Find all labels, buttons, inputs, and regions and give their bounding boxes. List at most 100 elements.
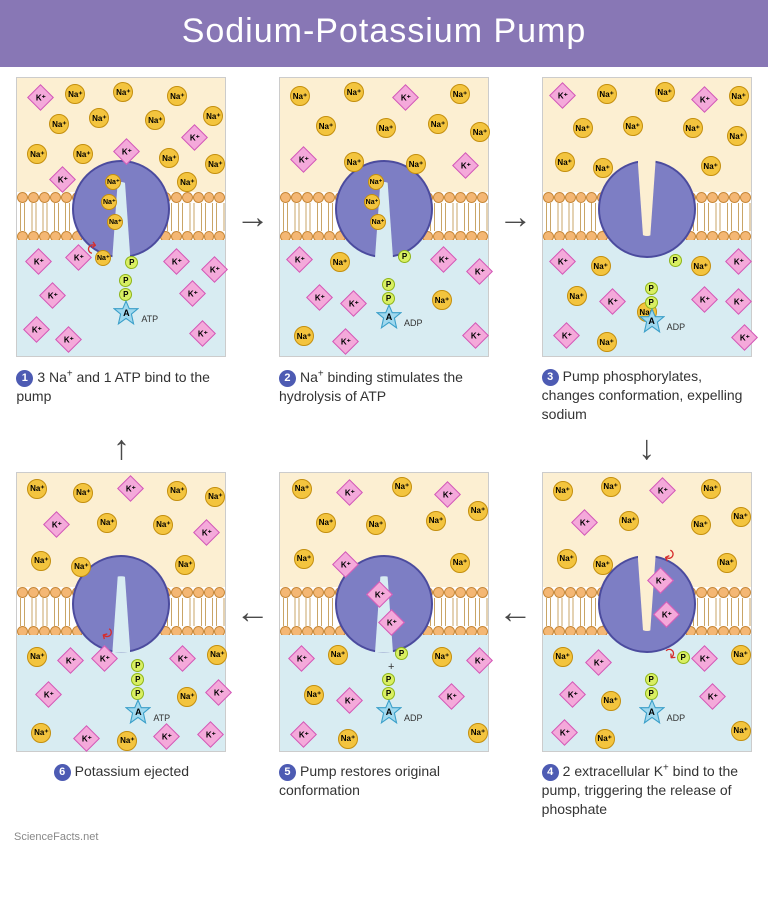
source-footer: ScienceFacts.net — [0, 827, 768, 851]
na-ion: Na⁺ — [717, 553, 737, 573]
na-ion: Na⁺ — [731, 507, 751, 527]
phosphate-icon: P — [382, 278, 395, 291]
na-ion: Na⁺ — [701, 156, 721, 176]
na-ion: Na⁺ — [207, 645, 227, 665]
arrow-icon: ↑ — [113, 431, 130, 465]
na-ion: Na⁺ — [27, 479, 47, 499]
phosphate-icon: P — [669, 254, 682, 267]
nucleotide-label: ADP — [404, 318, 423, 328]
na-ion: Na⁺ — [593, 555, 613, 575]
na-ion: Na⁺ — [328, 645, 348, 665]
phosphate-icon: P — [645, 282, 658, 295]
step-badge: 5 — [279, 764, 296, 781]
source-label: ScienceFacts.net — [14, 831, 98, 843]
arrow-icon: ← — [498, 595, 532, 629]
na-ion: Na⁺ — [428, 114, 448, 134]
phosphate-icon: P — [131, 659, 144, 672]
step-badge: 6 — [54, 764, 71, 781]
caption-text: 2 extracellular K+ bind to the pump, tri… — [542, 763, 738, 817]
phosphate-icon: P — [131, 673, 144, 686]
step-badge: 1 — [16, 370, 33, 387]
phosphate-icon: P — [645, 673, 658, 686]
step-5-panel: Na⁺K⁺Na⁺K⁺Na⁺Na⁺Na⁺Na⁺Na⁺K⁺Na⁺K⁺K⁺K⁺Na⁺N… — [279, 472, 489, 752]
step-5-caption: 5Pump restores original conformation — [279, 762, 489, 800]
step-2-column: Na⁺Na⁺K⁺Na⁺Na⁺Na⁺Na⁺Na⁺K⁺Na⁺Na⁺K⁺Na⁺Na⁺N… — [277, 77, 492, 405]
arrow-icon: ← — [236, 595, 270, 629]
diagram-grid: K⁺Na⁺Na⁺Na⁺Na⁺Na⁺Na⁺Na⁺K⁺Na⁺Na⁺K⁺Na⁺Na⁺K… — [0, 67, 768, 827]
na-ion: Na⁺ — [366, 515, 386, 535]
na-ion: Na⁺ — [167, 481, 187, 501]
step-badge: 2 — [279, 370, 296, 387]
na-ion: Na⁺ — [593, 158, 613, 178]
nucleotide-label: ATP — [153, 713, 170, 723]
caption-text: Pump restores original conformation — [279, 763, 440, 798]
step-3-panel: K⁺Na⁺Na⁺K⁺Na⁺Na⁺Na⁺Na⁺Na⁺Na⁺Na⁺Na⁺K⁺Na⁺N… — [542, 77, 752, 357]
flow-arrow: ↓ — [539, 428, 754, 468]
na-ion: Na⁺ — [31, 551, 51, 571]
step-4-panel: Na⁺Na⁺K⁺Na⁺K⁺Na⁺Na⁺Na⁺Na⁺Na⁺Na⁺K⁺K⁺Na⁺K⁺… — [542, 472, 752, 752]
nucleotide-label: ADP — [667, 713, 686, 723]
na-ion: Na⁺ — [406, 154, 426, 174]
na-ion: Na⁺ — [553, 647, 573, 667]
na-ion: Na⁺ — [294, 549, 314, 569]
na-ion: Na⁺ — [27, 647, 47, 667]
phosphate-icon: P — [382, 673, 395, 686]
na-ion: Na⁺ — [364, 194, 380, 210]
flow-arrow: ← — [233, 472, 273, 752]
step-4-column: Na⁺Na⁺K⁺Na⁺K⁺Na⁺Na⁺Na⁺Na⁺Na⁺Na⁺K⁺K⁺Na⁺K⁺… — [539, 472, 754, 819]
adenosine-icon: A — [376, 699, 402, 725]
na-ion: Na⁺ — [370, 214, 386, 230]
step-1-caption: 13 Na+ and 1 ATP bind to the pump — [16, 367, 226, 405]
step-6-column: Na⁺Na⁺K⁺Na⁺Na⁺K⁺Na⁺Na⁺K⁺Na⁺Na⁺Na⁺Na⁺K⁺K⁺… — [14, 472, 229, 781]
page-title: Sodium-Potassium Pump — [0, 12, 768, 51]
na-ion: Na⁺ — [376, 118, 396, 138]
na-ion: Na⁺ — [595, 729, 615, 749]
na-ion: Na⁺ — [330, 252, 350, 272]
adenosine-icon: A — [639, 308, 665, 334]
step-badge: 4 — [542, 764, 559, 781]
na-ion: Na⁺ — [597, 332, 617, 352]
caption-text: Potassium ejected — [75, 763, 189, 779]
phosphate-icon: P — [395, 647, 408, 660]
plus-label: + — [388, 661, 394, 673]
flow-arrow: ↑ — [14, 428, 229, 468]
na-ion: Na⁺ — [729, 86, 749, 106]
na-ion: Na⁺ — [623, 116, 643, 136]
na-ion: Na⁺ — [338, 729, 358, 749]
na-ion: Na⁺ — [294, 326, 314, 346]
step-1-column: K⁺Na⁺Na⁺Na⁺Na⁺Na⁺Na⁺Na⁺K⁺Na⁺Na⁺K⁺Na⁺Na⁺K… — [14, 77, 229, 405]
flow-arrow: → — [233, 77, 273, 357]
na-ion: Na⁺ — [117, 731, 137, 751]
na-ion: Na⁺ — [601, 691, 621, 711]
na-ion: Na⁺ — [555, 152, 575, 172]
na-ion: Na⁺ — [731, 645, 751, 665]
na-ion: Na⁺ — [591, 256, 611, 276]
na-ion: Na⁺ — [344, 152, 364, 172]
na-ion: Na⁺ — [71, 557, 91, 577]
na-ion: Na⁺ — [450, 553, 470, 573]
nucleotide-label: ADP — [667, 322, 686, 332]
na-ion: Na⁺ — [655, 82, 675, 102]
na-ion: Na⁺ — [392, 477, 412, 497]
na-ion: Na⁺ — [619, 511, 639, 531]
title-header: Sodium-Potassium Pump — [0, 0, 768, 67]
adenosine-icon: A — [113, 300, 139, 326]
adenosine-icon: A — [376, 304, 402, 330]
na-ion: Na⁺ — [701, 479, 721, 499]
na-ion: Na⁺ — [316, 513, 336, 533]
na-ion: Na⁺ — [567, 286, 587, 306]
na-ion: Na⁺ — [205, 487, 225, 507]
arrow-icon: ↓ — [638, 431, 655, 465]
na-ion: Na⁺ — [432, 290, 452, 310]
na-ion: Na⁺ — [691, 515, 711, 535]
na-ion: Na⁺ — [292, 479, 312, 499]
na-ion: Na⁺ — [426, 511, 446, 531]
na-ion: Na⁺ — [368, 174, 384, 190]
na-ion: Na⁺ — [432, 647, 452, 667]
caption-text: Na+ binding stimulates the hydrolysis of… — [279, 369, 463, 404]
na-ion: Na⁺ — [153, 515, 173, 535]
step-4-caption: 42 extracellular K+ bind to the pump, tr… — [542, 762, 752, 819]
na-ion: Na⁺ — [468, 723, 488, 743]
na-ion: Na⁺ — [468, 501, 488, 521]
step-2-panel: Na⁺Na⁺K⁺Na⁺Na⁺Na⁺Na⁺Na⁺K⁺Na⁺Na⁺K⁺Na⁺Na⁺N… — [279, 77, 489, 357]
